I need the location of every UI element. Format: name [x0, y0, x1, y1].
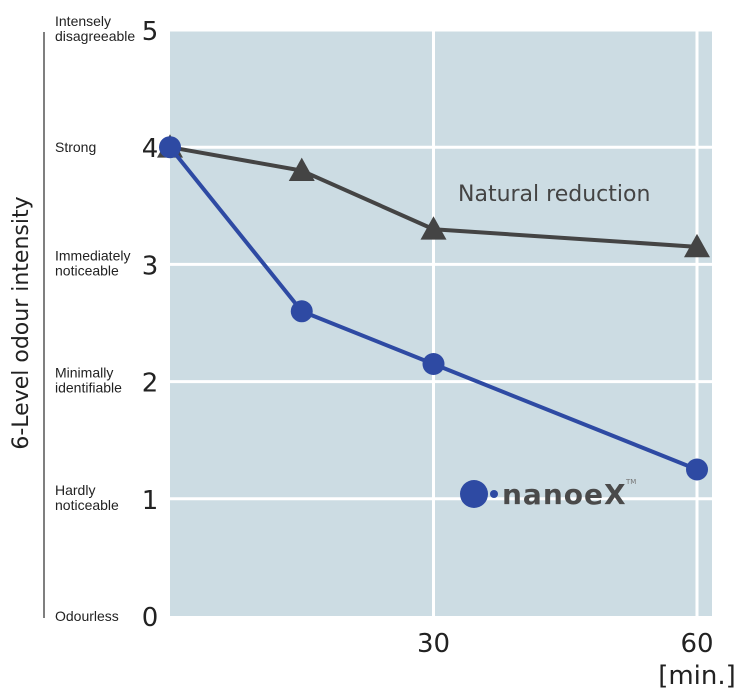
series-0-point-1 — [288, 157, 315, 182]
level-label-5: Intensely disagreeable — [55, 13, 135, 44]
y-tick-label-2: 2 — [142, 369, 159, 399]
y-tick-label-1: 1 — [142, 486, 159, 516]
level-label-4: Strong — [55, 139, 96, 155]
y-tick-label-3: 3 — [142, 251, 159, 281]
plot-background — [170, 30, 712, 616]
x-tick-label-30: 30 — [417, 629, 450, 659]
series-0-point-2 — [420, 216, 447, 240]
x-tick-labels: 30 60 — [417, 629, 714, 659]
logo-dot-icon — [460, 480, 488, 508]
series-1-point-2 — [422, 353, 445, 376]
y-tick-label-4: 4 — [142, 134, 159, 164]
y-tick-label-5: 5 — [142, 17, 159, 47]
logo-trademark: TM — [625, 478, 636, 486]
series-line-0 — [169, 145, 698, 249]
logo-wordmark: nanoeX — [502, 478, 627, 511]
series-0-point-3 — [684, 233, 710, 258]
series-layer — [157, 134, 710, 481]
y-tick-labels: 0 1 2 3 4 5 — [142, 17, 159, 633]
x-axis-unit-label: [min.] — [658, 661, 736, 691]
series-line-1 — [168, 145, 698, 472]
series-1-point-0 — [159, 136, 181, 159]
level-labels: Odourless Hardly noticeable Minimally identi… — [55, 13, 135, 624]
nanoe-x-logo: nanoeX TM — [460, 478, 636, 511]
series-1-point-1 — [290, 300, 313, 323]
y-axis-label: 6-Level odour intensity — [9, 196, 34, 449]
series-annotation-natural-reduction: Natural reduction — [458, 182, 650, 207]
level-label-3: Immediately noticeable — [55, 247, 130, 278]
level-label-1: Hardly noticeable — [55, 482, 119, 513]
level-label-2: Minimally identifiable — [55, 365, 122, 396]
x-tick-label-60: 60 — [680, 629, 713, 659]
y-tick-label-0: 0 — [142, 603, 159, 633]
series-1-point-3 — [686, 458, 708, 481]
level-label-0: Odourless — [55, 608, 119, 624]
logo-small-dot-icon — [490, 490, 498, 498]
gridlines — [170, 28, 712, 616]
